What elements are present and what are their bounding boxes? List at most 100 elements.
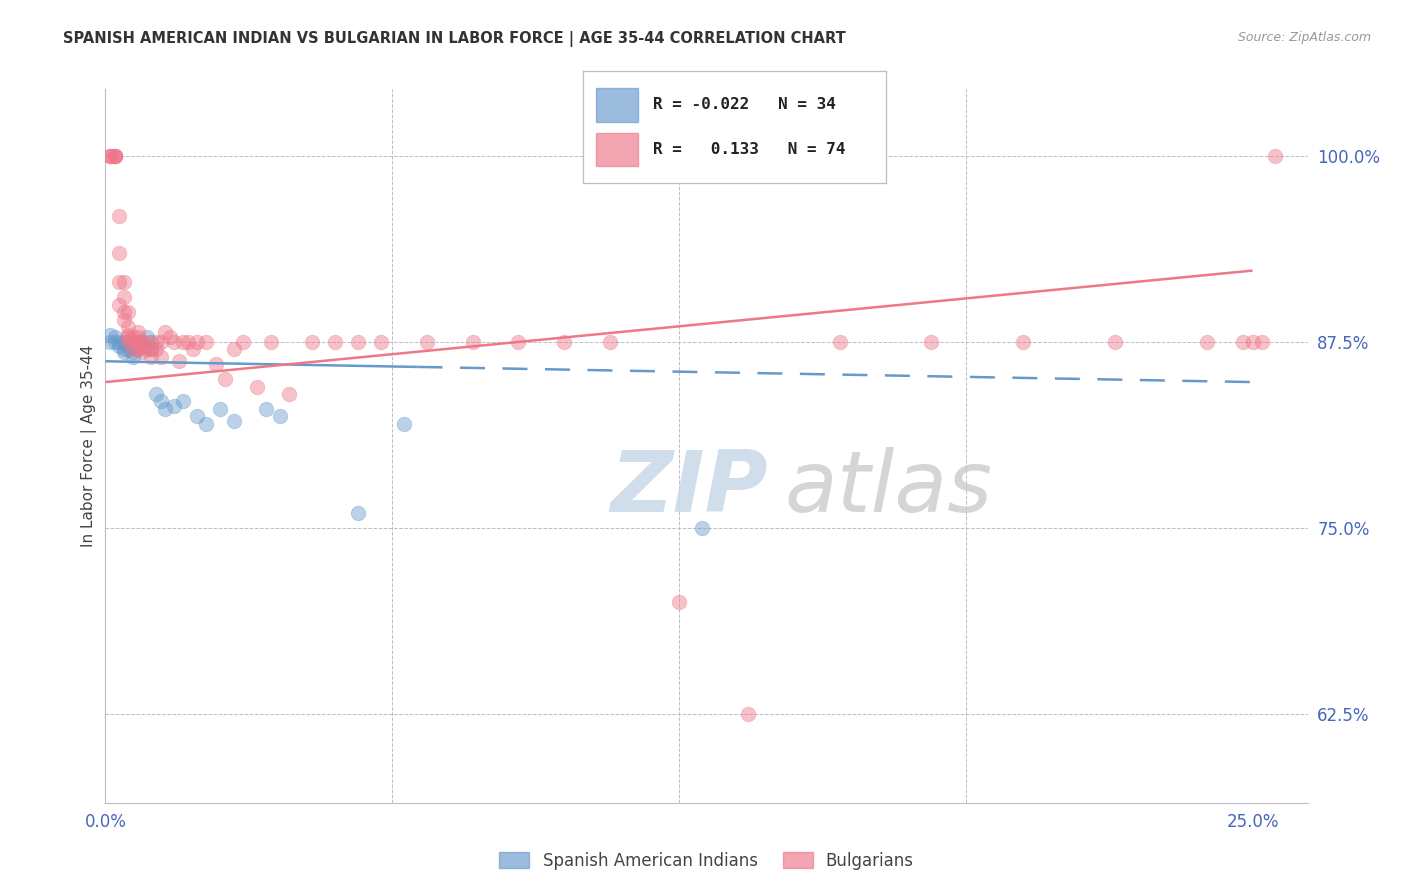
- Point: [112, 276, 135, 290]
- Point: [122, 334, 145, 349]
- Point: [112, 305, 135, 319]
- Point: [117, 334, 139, 349]
- Point: [172, 394, 194, 409]
- Point: [141, 343, 163, 357]
- Point: [737, 706, 759, 721]
- Point: [415, 334, 437, 349]
- Point: [112, 343, 135, 357]
- Point: [127, 343, 149, 357]
- Point: [98, 149, 121, 163]
- Point: [141, 343, 163, 357]
- Point: [1232, 334, 1254, 349]
- Text: R = -0.022   N = 34: R = -0.022 N = 34: [652, 97, 837, 112]
- Point: [1104, 334, 1126, 349]
- Point: [141, 350, 163, 364]
- Point: [392, 417, 415, 431]
- Point: [172, 334, 194, 349]
- Point: [135, 330, 157, 344]
- Point: [254, 401, 277, 416]
- Point: [108, 298, 131, 312]
- Point: [122, 345, 145, 359]
- Point: [117, 334, 139, 349]
- Point: [668, 595, 690, 609]
- Point: [278, 387, 301, 401]
- Point: [117, 339, 139, 353]
- Point: [112, 312, 135, 326]
- Point: [131, 339, 153, 353]
- Point: [131, 334, 153, 349]
- Point: [108, 276, 131, 290]
- Point: [222, 343, 245, 357]
- Text: atlas: atlas: [785, 447, 993, 531]
- Point: [209, 401, 232, 416]
- Point: [127, 334, 149, 349]
- Point: [98, 327, 121, 342]
- Text: SPANISH AMERICAN INDIAN VS BULGARIAN IN LABOR FORCE | AGE 35-44 CORRELATION CHAR: SPANISH AMERICAN INDIAN VS BULGARIAN IN …: [63, 31, 846, 47]
- Point: [145, 387, 167, 401]
- Point: [186, 409, 208, 424]
- Y-axis label: In Labor Force | Age 35-44: In Labor Force | Age 35-44: [82, 345, 97, 547]
- Point: [461, 334, 484, 349]
- Point: [1264, 149, 1286, 163]
- Point: [149, 334, 172, 349]
- Point: [920, 334, 942, 349]
- Point: [127, 325, 149, 339]
- Point: [108, 245, 131, 260]
- Point: [122, 330, 145, 344]
- Point: [108, 209, 131, 223]
- Point: [323, 334, 346, 349]
- Point: [508, 334, 530, 349]
- Bar: [596, 88, 638, 121]
- Point: [204, 357, 226, 371]
- Point: [117, 343, 139, 357]
- Point: [163, 334, 186, 349]
- Point: [104, 334, 127, 349]
- Point: [135, 334, 157, 349]
- Point: [1250, 334, 1272, 349]
- Point: [104, 330, 127, 344]
- Point: [370, 334, 392, 349]
- Point: [117, 320, 139, 334]
- Point: [186, 334, 208, 349]
- Point: [131, 334, 153, 349]
- Point: [553, 334, 575, 349]
- Point: [104, 149, 127, 163]
- Point: [259, 334, 281, 349]
- Legend: Spanish American Indians, Bulgarians: Spanish American Indians, Bulgarians: [492, 846, 921, 877]
- Point: [122, 343, 145, 357]
- Point: [135, 343, 157, 357]
- Point: [246, 379, 269, 393]
- Point: [1241, 334, 1264, 349]
- Point: [112, 334, 135, 349]
- Point: [131, 345, 153, 359]
- Point: [346, 334, 368, 349]
- Point: [163, 399, 186, 413]
- Point: [167, 354, 190, 368]
- Point: [98, 149, 121, 163]
- Point: [127, 330, 149, 344]
- Point: [104, 149, 127, 163]
- Bar: [596, 133, 638, 166]
- Point: [145, 343, 167, 357]
- Point: [222, 414, 245, 428]
- Point: [301, 334, 323, 349]
- Point: [122, 350, 145, 364]
- Point: [153, 325, 176, 339]
- Point: [104, 149, 127, 163]
- Point: [232, 334, 254, 349]
- Point: [346, 506, 368, 520]
- Point: [153, 401, 176, 416]
- Point: [145, 334, 167, 349]
- Text: R =   0.133   N = 74: R = 0.133 N = 74: [652, 142, 845, 157]
- Point: [149, 394, 172, 409]
- Point: [108, 334, 131, 349]
- Point: [104, 149, 127, 163]
- Text: Source: ZipAtlas.com: Source: ZipAtlas.com: [1237, 31, 1371, 45]
- Point: [599, 334, 621, 349]
- Point: [1012, 334, 1035, 349]
- Text: ZIP: ZIP: [610, 447, 768, 531]
- Point: [127, 334, 149, 349]
- Point: [269, 409, 291, 424]
- Point: [214, 372, 236, 386]
- Point: [98, 334, 121, 349]
